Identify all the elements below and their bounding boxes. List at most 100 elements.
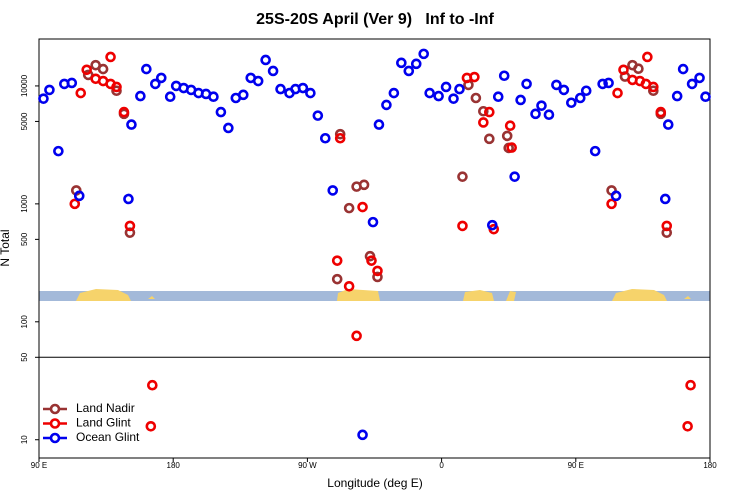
point <box>334 128 346 140</box>
point <box>135 90 146 102</box>
point <box>111 85 122 97</box>
point <box>677 63 689 75</box>
point <box>366 255 377 266</box>
point <box>150 78 161 90</box>
point <box>597 78 608 90</box>
point <box>509 171 520 182</box>
point <box>357 429 368 441</box>
point <box>671 90 683 102</box>
point <box>331 255 343 266</box>
land-strip <box>612 289 667 301</box>
point <box>469 71 480 83</box>
point <box>655 106 667 118</box>
point <box>694 72 705 84</box>
legend-label: Land Nadir <box>76 401 135 415</box>
point <box>331 273 343 285</box>
point <box>372 271 383 283</box>
point <box>267 65 279 77</box>
point <box>603 77 614 89</box>
y-tick-label: 10000 <box>20 74 29 97</box>
y-tick-label: 100 <box>20 315 29 329</box>
point <box>38 93 49 104</box>
point <box>410 58 422 70</box>
point <box>492 91 504 103</box>
point <box>208 91 219 103</box>
plot-frame <box>38 38 711 459</box>
point <box>105 51 116 63</box>
y-tick-label: 50 <box>20 352 29 361</box>
point <box>682 420 693 432</box>
series <box>38 48 711 441</box>
point <box>418 48 430 60</box>
point <box>536 100 547 111</box>
point <box>501 130 513 142</box>
point <box>648 81 659 93</box>
point <box>351 330 362 342</box>
point <box>223 122 234 134</box>
point <box>147 379 158 391</box>
land-strip <box>463 290 494 301</box>
legend-marker <box>49 432 61 444</box>
legend-marker <box>49 418 61 429</box>
point <box>566 97 577 109</box>
point <box>521 78 532 90</box>
point <box>357 201 368 213</box>
point <box>396 57 407 69</box>
legend-label: Ocean Glint <box>76 430 140 444</box>
point <box>123 193 134 205</box>
x-tick-label: 90 W <box>298 461 317 470</box>
point <box>53 145 64 157</box>
point <box>662 119 674 130</box>
point <box>319 132 331 144</box>
point <box>81 64 93 76</box>
point <box>111 81 122 93</box>
point <box>530 108 541 120</box>
point <box>440 81 452 93</box>
y-axis-label: N Total <box>0 229 12 266</box>
land-strip <box>337 289 380 301</box>
point <box>118 106 130 118</box>
point <box>610 190 622 202</box>
point <box>373 119 385 130</box>
point <box>457 220 468 232</box>
y-tick-label: 1000 <box>20 194 29 212</box>
point <box>145 420 157 432</box>
point <box>504 120 516 132</box>
point <box>69 198 81 210</box>
point <box>372 265 383 277</box>
point <box>589 145 601 157</box>
point <box>642 51 653 63</box>
point <box>478 117 489 128</box>
point <box>260 54 271 66</box>
point <box>648 85 659 97</box>
x-tick-label: 90 E <box>31 461 47 470</box>
point <box>498 70 510 82</box>
point <box>506 142 517 153</box>
legend-marker <box>49 403 61 415</box>
legend-label: Land Glint <box>76 416 131 430</box>
point <box>334 132 346 144</box>
point <box>478 105 489 117</box>
point <box>327 185 339 196</box>
point <box>484 106 495 118</box>
point <box>75 87 87 99</box>
point <box>551 79 562 91</box>
point <box>659 193 671 205</box>
point <box>367 216 379 228</box>
point <box>275 83 286 95</box>
point <box>358 179 370 191</box>
point <box>574 92 586 104</box>
x-axis-label: Longitude (deg E) <box>327 476 422 490</box>
point <box>124 220 136 232</box>
point <box>164 91 176 103</box>
point <box>618 64 629 76</box>
point <box>388 87 400 99</box>
point <box>141 63 152 75</box>
point <box>633 63 644 74</box>
point <box>470 92 482 104</box>
land-strip <box>506 291 516 301</box>
series <box>69 51 696 432</box>
point <box>66 77 78 89</box>
point <box>515 94 526 106</box>
